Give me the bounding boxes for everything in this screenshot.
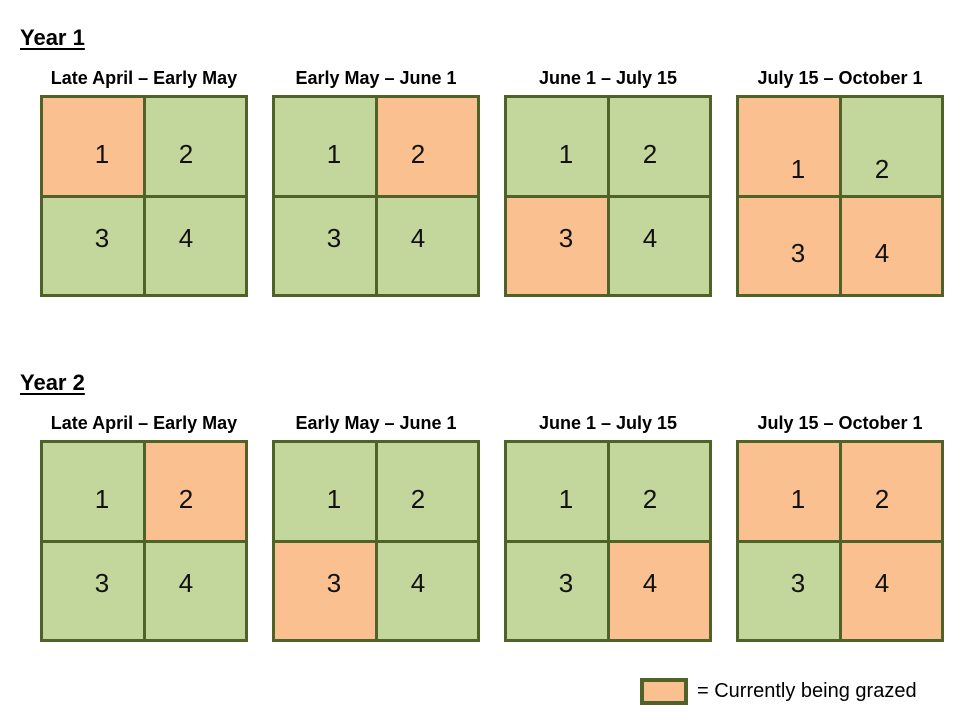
paddock-2-cell bbox=[145, 98, 245, 195]
paddock-squares-y2p2 bbox=[272, 440, 480, 642]
paddock-1-cell bbox=[739, 98, 839, 195]
paddock-3-cell bbox=[507, 197, 607, 294]
paddock-4-cell bbox=[609, 197, 709, 294]
period-title-y2p4: July 15 – October 1 bbox=[757, 413, 923, 433]
year-1-grids: 1 2 3 4 1 2 3 4 bbox=[40, 95, 960, 297]
paddock-4-cell bbox=[145, 542, 245, 639]
paddock-grid-y1p3: 1 2 3 4 bbox=[504, 95, 712, 297]
legend-grazed-swatch bbox=[640, 678, 688, 705]
paddock-3-cell bbox=[507, 542, 607, 639]
year-2-period-titles: Late April – Early May Early May – June … bbox=[40, 413, 960, 433]
paddock-4-cell bbox=[377, 542, 477, 639]
paddock-2-cell bbox=[377, 98, 477, 195]
paddock-grid-y1p4: 1 2 3 4 bbox=[736, 95, 944, 297]
paddock-1-cell bbox=[43, 98, 143, 195]
paddock-2-cell bbox=[841, 98, 941, 195]
paddock-3-cell bbox=[739, 197, 839, 294]
paddock-2-cell bbox=[841, 443, 941, 540]
paddock-grid-y2p3: 1 2 3 4 bbox=[504, 440, 712, 642]
period-title-y2p2: Early May – June 1 bbox=[295, 413, 457, 433]
paddock-4-cell bbox=[377, 197, 477, 294]
paddock-1-cell bbox=[275, 443, 375, 540]
paddock-2-cell bbox=[609, 98, 709, 195]
year-1-period-titles: Late April – Early May Early May – June … bbox=[40, 68, 960, 88]
paddock-4-cell bbox=[841, 542, 941, 639]
paddock-squares-y1p1 bbox=[40, 95, 248, 297]
paddock-4-cell bbox=[609, 542, 709, 639]
paddock-1-cell bbox=[739, 443, 839, 540]
period-title-y1p4: July 15 – October 1 bbox=[757, 68, 923, 88]
year-2-heading: Year 2 bbox=[20, 370, 85, 395]
paddock-grid-y1p1: 1 2 3 4 bbox=[40, 95, 248, 297]
paddock-grid-y1p2: 1 2 3 4 bbox=[272, 95, 480, 297]
paddock-1-cell bbox=[507, 98, 607, 195]
legend-label: = Currently being grazed bbox=[697, 680, 917, 702]
paddock-grid-y2p2: 1 2 3 4 bbox=[272, 440, 480, 642]
paddock-grid-y2p4: 1 2 3 4 bbox=[736, 440, 944, 642]
paddock-3-cell bbox=[275, 197, 375, 294]
period-title-y1p2: Early May – June 1 bbox=[295, 68, 457, 88]
period-title-y2p1: Late April – Early May bbox=[50, 413, 238, 433]
paddock-squares-y1p4 bbox=[736, 95, 944, 297]
paddock-3-cell bbox=[43, 197, 143, 294]
period-title-y1p1: Late April – Early May bbox=[50, 68, 238, 88]
paddock-squares-y1p2 bbox=[272, 95, 480, 297]
period-title-y2p3: June 1 – July 15 bbox=[538, 413, 678, 433]
year-2-section: Year 2 Late April – Early May Early May … bbox=[0, 369, 960, 642]
paddock-1-cell bbox=[275, 98, 375, 195]
paddock-1-cell bbox=[43, 443, 143, 540]
paddock-2-cell bbox=[609, 443, 709, 540]
paddock-4-cell bbox=[145, 197, 245, 294]
year-1-section: Year 1 Late April – Early May Early May … bbox=[0, 24, 960, 297]
year-2-grids: 1 2 3 4 1 2 3 4 bbox=[40, 440, 960, 642]
paddock-grid-y2p1: 1 2 3 4 bbox=[40, 440, 248, 642]
paddock-4-cell bbox=[841, 197, 941, 294]
paddock-1-cell bbox=[507, 443, 607, 540]
paddock-squares-y1p3 bbox=[504, 95, 712, 297]
year-1-heading: Year 1 bbox=[20, 25, 85, 50]
paddock-3-cell bbox=[739, 542, 839, 639]
paddock-2-cell bbox=[145, 443, 245, 540]
paddock-3-cell bbox=[43, 542, 143, 639]
paddock-3-cell bbox=[275, 542, 375, 639]
paddock-squares-y2p4 bbox=[736, 440, 944, 642]
paddock-2-cell bbox=[377, 443, 477, 540]
paddock-squares-y2p3 bbox=[504, 440, 712, 642]
legend: = Currently being grazed bbox=[640, 678, 917, 705]
period-title-y1p3: June 1 – July 15 bbox=[538, 68, 678, 88]
paddock-squares-y2p1 bbox=[40, 440, 248, 642]
